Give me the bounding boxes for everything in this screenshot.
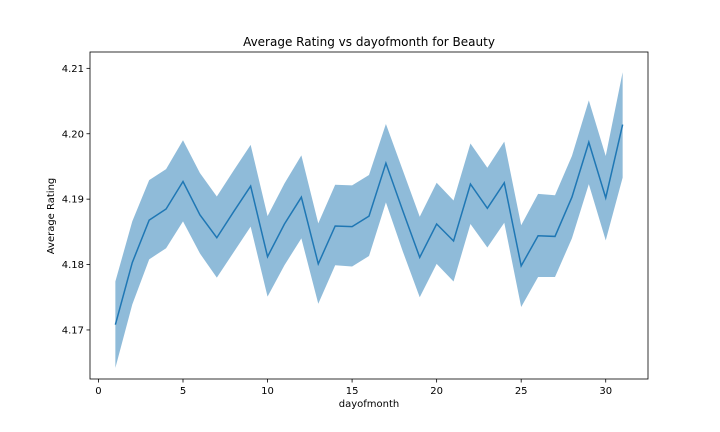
confidence-band <box>115 72 623 368</box>
plot-frame <box>89 51 649 380</box>
x-tick-label: 25 <box>515 386 528 397</box>
y-tick-label: 4.19 <box>62 195 84 206</box>
y-axis-label: Average Rating <box>46 178 57 254</box>
series-line-layer <box>114 124 624 325</box>
x-axis: 0 5 10 15 20 25 30 <box>95 379 612 397</box>
y-tick-label: 4.18 <box>62 260 84 271</box>
x-tick-label: 0 <box>95 386 101 397</box>
y-axis: 4.17 4.18 4.19 4.20 4.21 <box>62 64 90 336</box>
y-tick-label: 4.20 <box>62 129 84 140</box>
x-axis-label: dayofmonth <box>339 399 400 410</box>
chart-title: Average Rating vs dayofmonth for Beauty <box>243 35 495 49</box>
series-line <box>114 124 624 325</box>
x-tick-label: 10 <box>261 386 274 397</box>
y-tick-label: 4.21 <box>62 64 84 75</box>
x-tick-label: 30 <box>599 386 612 397</box>
x-tick-label: 20 <box>430 386 443 397</box>
x-tick-label: 15 <box>346 386 359 397</box>
confidence-band-layer <box>115 72 623 368</box>
y-tick-label: 4.17 <box>62 325 84 336</box>
x-tick-label: 5 <box>180 386 186 397</box>
